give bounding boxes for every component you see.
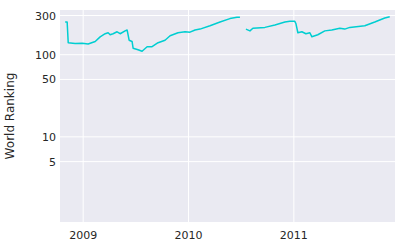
x-tick-label: 2011 [280,229,308,242]
plot-area [60,10,395,222]
x-grid [188,10,189,222]
plot-marks [65,17,390,52]
y-tick-label: 100 [35,49,56,62]
x-tick-label: 2009 [69,229,97,242]
y-tick-label: 300 [35,10,56,23]
y-tick-label: 50 [42,73,56,86]
chart: 2009 2010 2011 5 10 50 100 300 World Ranking [0,0,400,250]
ranking-line [65,17,390,52]
y-grid [60,15,395,16]
y-grid [60,161,395,162]
y-tick-label: 5 [49,156,56,169]
y-axis-label: World Ranking [3,73,17,160]
y-grid [60,79,395,80]
x-grid [293,10,294,222]
x-tick-label: 2010 [175,229,203,242]
x-grid [83,10,84,222]
y-tick-label: 10 [42,131,56,144]
y-grid [60,54,395,55]
y-grid [60,136,395,137]
